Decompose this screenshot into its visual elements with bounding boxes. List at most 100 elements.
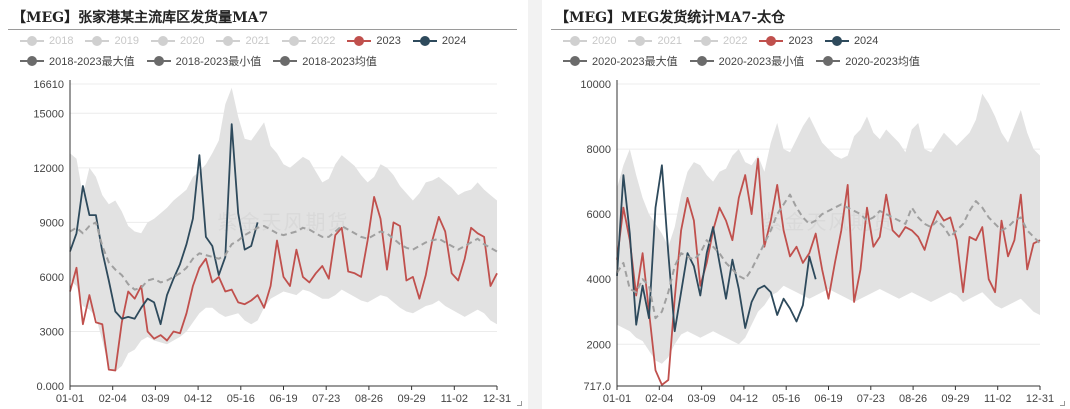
x-tick-label: 12-31: [483, 393, 511, 405]
y-tick-label: 15000: [33, 108, 64, 120]
panel-divider: [528, 0, 542, 409]
legend-label: 2024: [853, 35, 879, 47]
legend-marker-icon: [20, 36, 44, 46]
y-tick-label: 2000: [587, 339, 611, 351]
legend-label: 2020-2023均值: [845, 56, 920, 68]
mean-line: [616, 193, 1041, 320]
mean-line: [69, 221, 498, 291]
watermark: 紫金天风期货: [218, 210, 350, 234]
legend-marker-icon: [563, 56, 587, 66]
series-line-2024: [616, 164, 817, 333]
legend-label: 2018-2023最大值: [49, 56, 135, 68]
chart-panel-right: 【MEG】MEG发货统计MA7-太仓 2020 2021 2022 2023 2024 2…: [543, 0, 1070, 409]
y-tick-label: 8000: [587, 144, 611, 156]
series-line-2024: [69, 123, 259, 326]
x-tick-label: 03-09: [141, 393, 169, 405]
legend-marker-icon: [150, 36, 175, 46]
legend-marker-icon: [347, 36, 372, 46]
legend-marker-icon: [824, 36, 849, 46]
x-tick-label: 11-02: [441, 393, 468, 405]
chart-legend: 2020 2021 2022 2023 2024 2020-2023最大值 2020-202…: [563, 31, 1063, 71]
legend-item[interactable]: 2020-2023均值: [816, 53, 920, 69]
legend-label: 2022: [310, 35, 336, 47]
legend-marker-icon: [412, 36, 437, 46]
legend-marker-icon: [216, 36, 241, 46]
legend-item[interactable]: 2020: [563, 35, 616, 47]
legend-row: 2018-2023最大值 2018-2023最小值 2018-2023均值: [20, 51, 520, 71]
resize-corner-icon: [517, 401, 522, 406]
legend-label: 2021: [245, 35, 270, 47]
y-tick-label: 16610: [33, 79, 64, 91]
chart-title: 【MEG】张家港某主流库区发货量MA7: [12, 10, 269, 26]
chart-panel-left: 【MEG】张家港某主流库区发货量MA7 2018 2019 2020 2021 2022…: [0, 0, 527, 409]
y-tick-label: 10000: [580, 79, 611, 91]
range-band-area: [70, 87, 497, 372]
x-tick-label: 06-19: [269, 393, 297, 405]
series-line-2023: [69, 196, 498, 372]
legend-row: 2018 2019 2020 2021 2022 2023 2024: [20, 31, 520, 51]
y-tick-label: 6000: [587, 209, 611, 221]
legend-label: 2024: [441, 35, 467, 47]
x-tick-label: 09-29: [941, 393, 969, 405]
legend-label: 2022: [722, 35, 748, 47]
x-tick-label: 03-09: [688, 393, 716, 405]
x-tick-label: 08-26: [899, 393, 927, 405]
y-tick-label: 9000: [40, 217, 64, 229]
legend-item[interactable]: 2018-2023最小值: [146, 53, 262, 69]
y-tick-label: 717.0: [583, 381, 611, 393]
legend-label: 2019: [114, 35, 139, 47]
legend-row: 2020-2023最大值 2020-2023最小值 2020-2023均值: [563, 51, 1063, 71]
legend-marker-icon: [693, 36, 718, 46]
y-tick-label: 6000: [40, 272, 64, 284]
legend-label: 2020-2023最大值: [592, 56, 678, 68]
x-tick-label: 01-01: [603, 393, 631, 405]
legend-item[interactable]: 2020: [150, 35, 205, 47]
legend-item[interactable]: 2018-2023最大值: [20, 53, 135, 69]
legend-item[interactable]: 2021: [216, 35, 270, 47]
legend-item[interactable]: 2021: [628, 35, 682, 47]
x-tick-label: 07-23: [857, 393, 885, 405]
x-tick-label: 04-12: [730, 393, 758, 405]
x-tick-label: 04-12: [184, 393, 212, 405]
legend-item[interactable]: 2024: [824, 35, 879, 47]
legend-marker-icon: [281, 36, 306, 46]
legend-marker-icon: [146, 56, 171, 66]
y-tick-label: 0.000: [36, 381, 64, 393]
legend-item[interactable]: 2023: [759, 35, 813, 47]
y-tick-label: 4000: [587, 274, 611, 286]
x-tick-label: 08-26: [355, 393, 383, 405]
line-chart: 0.000 3000 6000 9000 12000 15000 16610 紫金天风期货 01…: [33, 79, 511, 405]
legend-marker-icon: [816, 56, 841, 66]
chart-legend: 2018 2019 2020 2021 2022 2023 2024 2018-2023最大值…: [20, 31, 520, 71]
legend-item[interactable]: 2018: [20, 35, 73, 47]
title-rule: [8, 29, 517, 30]
legend-marker-icon: [85, 36, 110, 46]
legend-item[interactable]: 2022: [281, 35, 336, 47]
legend-label: 2020: [592, 35, 617, 47]
x-tick-label: 01-01: [56, 393, 84, 405]
legend-label: 2020: [179, 35, 205, 47]
legend-item[interactable]: 2023: [347, 35, 401, 47]
legend-label: 2023: [788, 35, 813, 47]
legend-marker-icon: [759, 36, 784, 46]
resize-corner-icon: [1060, 401, 1065, 406]
legend-item[interactable]: 2020-2023最大值: [563, 53, 678, 69]
series-line-2023: [616, 157, 1041, 386]
legend-marker-icon: [689, 56, 714, 66]
legend-marker-icon: [273, 56, 298, 66]
legend-item[interactable]: 2022: [693, 35, 748, 47]
legend-item[interactable]: 2018-2023均值: [273, 53, 377, 69]
legend-label: 2018-2023最小值: [175, 56, 262, 68]
legend-label: 2018: [49, 35, 74, 47]
legend-item[interactable]: 2020-2023最小值: [689, 53, 804, 69]
x-tick-label: 09-29: [398, 393, 426, 405]
legend-item[interactable]: 2019: [85, 35, 139, 47]
x-tick-label: 11-02: [984, 393, 1011, 405]
legend-item[interactable]: 2024: [412, 35, 467, 47]
chart-title: 【MEG】MEG发货统计MA7-太仓: [555, 10, 786, 26]
x-tick-label: 02-04: [645, 393, 673, 405]
x-tick-label: 02-04: [99, 393, 127, 405]
legend-row: 2020 2021 2022 2023 2024: [563, 31, 1063, 51]
y-tick-label: 3000: [40, 326, 64, 338]
